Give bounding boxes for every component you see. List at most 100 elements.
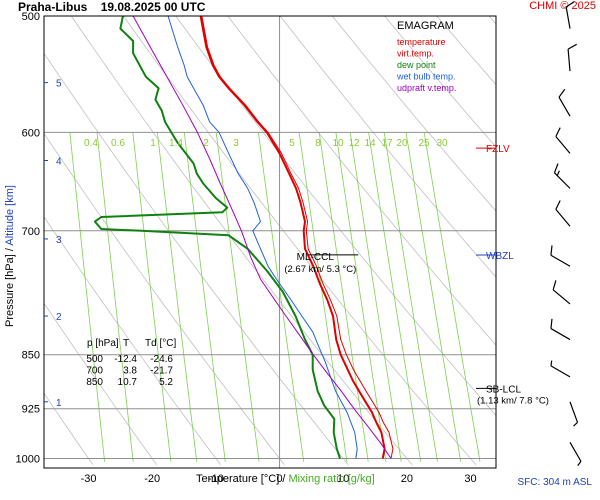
level-marker-label: WBZL (486, 251, 514, 262)
mixing-ratio-line (96, 132, 134, 462)
pressure-tick-label: 500 (22, 11, 40, 23)
wind-barb (555, 200, 571, 227)
ml-ccl-label: ML-CCL (297, 252, 335, 263)
table-cell: 500 (86, 354, 103, 365)
pressure-tick-label: 700 (22, 226, 40, 238)
wind-barb-flag (552, 280, 557, 290)
mixing-ratio-label: 30 (436, 138, 448, 149)
wind-barb (569, 401, 579, 427)
mixing-ratio-label: 2 (203, 138, 209, 149)
wind-barb-staff (567, 49, 571, 72)
mixing-ratio-line (298, 132, 348, 462)
wind-barb-staff (552, 289, 571, 305)
mixing-ratio-label: 8 (315, 138, 321, 149)
mixing-ratio-line (183, 132, 226, 462)
station-name: Praha-Libus (18, 0, 88, 14)
wind-barb (552, 280, 571, 305)
legend-title: EMAGRAM (397, 20, 454, 32)
mixing-ratio-line (368, 132, 422, 462)
mixing-ratio-label: 25 (418, 138, 430, 149)
wind-barb (555, 127, 571, 154)
mixing-ratio-line (215, 132, 260, 462)
wind-barb-staff (555, 136, 571, 154)
mixing-ratio-label: 3 (233, 138, 239, 149)
wind-barb (550, 360, 571, 378)
x-tick-label: -30 (81, 473, 97, 485)
mixing-ratio-line (383, 132, 438, 462)
ml-ccl-sublabel: (2.67 km/ 5.3 °C) (284, 264, 356, 275)
y-axis-pressure-label: Pressure [hPa] (4, 254, 16, 327)
legend-item: wet bulb temp. (396, 72, 456, 82)
mixing-ratio-line (349, 132, 402, 462)
table-cell: 700 (86, 366, 103, 377)
mixing-ratio-label: 1.4 (169, 138, 183, 149)
pressure-tick-label: 925 (22, 404, 40, 416)
table-cell: 3.8 (123, 366, 137, 377)
series-dew-point (93, 16, 341, 459)
dry-adiabat (227, 16, 496, 346)
x-tick-label: 0 (276, 473, 282, 485)
pressure-tick-label: 600 (22, 127, 40, 139)
table-cell: -24.6 (150, 354, 173, 365)
altitude-tick-label: 2 (56, 312, 62, 323)
mixing-ratio-label: 17 (381, 138, 393, 149)
table-cell: -12.4 (114, 354, 137, 365)
series-temperature (199, 16, 386, 459)
mixing-ratio-line (157, 132, 198, 462)
x-tick-label: 30 (464, 473, 476, 485)
mixing-ratio-line (335, 132, 387, 462)
level-marker-sublabel: (1.13 km/ 7.8 °C) (477, 395, 549, 406)
wind-barb (565, 0, 575, 29)
mixing-ratio-label: 1 (150, 138, 156, 149)
dry-adiabat (70, 16, 413, 466)
legend-item: dew point (397, 60, 436, 70)
wind-barb-staff (565, 6, 571, 29)
mixing-ratio-line (423, 132, 481, 462)
plot-frame (43, 15, 497, 469)
plot-area (44, 16, 600, 468)
y-axis-separator: / (4, 248, 16, 252)
wind-barb (569, 442, 582, 466)
mixing-ratio-label: 14 (364, 138, 376, 149)
chart-title-station: Praha-Libus 19.08.2025 00 UTC (18, 0, 205, 14)
x-axis-temp-label: Temperature [°C] (196, 473, 280, 485)
dry-adiabat (541, 16, 600, 465)
wind-barb-staff (555, 208, 571, 227)
sounding-datetime: 19.08.2025 00 UTC (100, 0, 206, 14)
altitude-tick-label: 3 (56, 235, 62, 246)
x-tick-label: -20 (144, 473, 160, 485)
mixing-ratio-label: 10 (332, 138, 344, 149)
mixing-ratio-line (318, 132, 369, 462)
dry-adiabat (384, 16, 496, 148)
y-axis-altitude-label: Altitude [km] (4, 185, 16, 246)
wind-barb-staff (569, 401, 579, 423)
level-marker-label: SB-LCL (486, 384, 521, 395)
dry-adiabat (279, 16, 496, 278)
legend-item: temperature (397, 37, 446, 47)
wind-barb-flag (555, 200, 561, 210)
wind-barb-staff (550, 328, 571, 341)
table-cell: 850 (86, 377, 103, 388)
pressure-tick-label: 850 (22, 350, 40, 362)
wind-barb-half (550, 360, 553, 366)
dry-adiabat (44, 52, 349, 466)
mixing-ratio-label: 12 (348, 138, 360, 149)
mixing-ratio-line (405, 132, 462, 462)
altitude-tick-label: 4 (56, 156, 62, 167)
dry-adiabat (331, 16, 496, 212)
wind-barb-staff (550, 365, 571, 378)
mixing-ratio-line (132, 132, 172, 462)
x-axis-separator: / (282, 473, 286, 485)
mixing-ratio-label: 0.6 (111, 138, 125, 149)
altitude-tick-label: 1 (56, 398, 62, 409)
mixing-ratio-line (258, 132, 305, 462)
surface-elevation: SFC: 304 m ASL (517, 477, 592, 488)
dry-adiabat (593, 16, 600, 465)
dry-adiabat (44, 302, 158, 466)
x-tick-label: 10 (337, 473, 349, 485)
table-header: T (123, 338, 129, 349)
wind-barb (553, 163, 571, 189)
table-cell: 10.7 (118, 377, 138, 388)
copyright-link[interactable]: CHMI © 2025 (529, 0, 596, 12)
wind-barb (567, 43, 577, 72)
